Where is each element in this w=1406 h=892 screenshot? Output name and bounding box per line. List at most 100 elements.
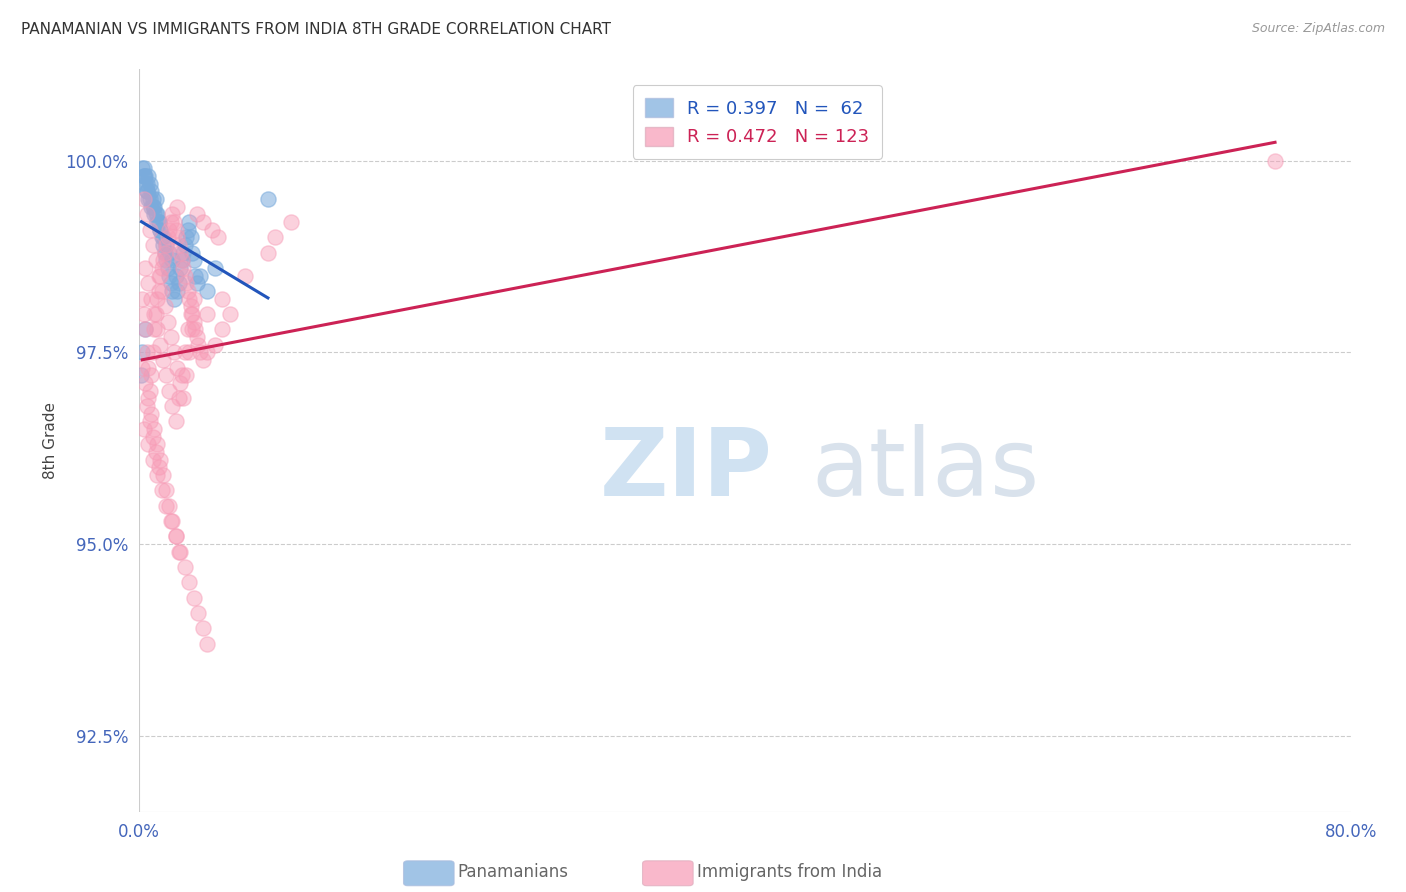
Point <box>136 360 159 375</box>
Point <box>167 391 190 405</box>
Point <box>143 322 166 336</box>
Point <box>148 284 170 298</box>
Point <box>195 284 218 298</box>
Point <box>170 253 193 268</box>
Point <box>257 192 280 206</box>
Point <box>162 253 184 268</box>
Point <box>167 238 190 252</box>
Point <box>131 161 153 176</box>
Point <box>142 200 165 214</box>
Point <box>135 399 157 413</box>
Point <box>187 337 209 351</box>
Legend: R = 0.397   N =  62, R = 0.472   N = 123: R = 0.397 N = 62, R = 0.472 N = 123 <box>633 85 882 159</box>
Point <box>183 591 205 605</box>
Point <box>162 399 184 413</box>
Point <box>204 260 226 275</box>
Point <box>180 230 202 244</box>
Point <box>132 169 155 183</box>
Point <box>195 345 218 359</box>
Point <box>204 337 226 351</box>
Point <box>148 215 170 229</box>
Point <box>149 337 172 351</box>
Point <box>132 169 155 183</box>
Point <box>186 207 208 221</box>
Point <box>135 345 157 359</box>
Point <box>155 368 177 383</box>
Point <box>143 200 166 214</box>
Point <box>184 268 207 283</box>
Point <box>142 192 165 206</box>
Point <box>211 322 233 336</box>
Point <box>132 161 155 176</box>
Point <box>139 192 162 206</box>
Point <box>149 222 172 236</box>
Point <box>183 253 205 268</box>
Point <box>188 345 211 359</box>
Point <box>134 322 156 336</box>
Point <box>165 268 187 283</box>
Point <box>174 230 197 244</box>
Point <box>145 192 167 206</box>
Point <box>166 284 188 298</box>
Point <box>143 207 166 221</box>
Text: Source: ZipAtlas.com: Source: ZipAtlas.com <box>1251 22 1385 36</box>
Point <box>173 560 195 574</box>
Point <box>152 238 174 252</box>
Point <box>169 245 191 260</box>
Point <box>165 414 187 428</box>
Point <box>156 260 179 275</box>
Point <box>131 345 153 359</box>
Text: Immigrants from India: Immigrants from India <box>697 863 883 881</box>
Point <box>167 276 190 290</box>
Point <box>186 330 208 344</box>
Point <box>280 215 302 229</box>
Point <box>160 514 183 528</box>
Point <box>148 460 170 475</box>
Point <box>176 284 198 298</box>
Point <box>188 268 211 283</box>
Point <box>180 299 202 313</box>
Point <box>145 207 167 221</box>
Point <box>152 230 174 244</box>
Point <box>139 222 162 236</box>
Point <box>136 276 159 290</box>
Point <box>152 253 174 268</box>
Point <box>172 245 194 260</box>
Point <box>179 575 201 590</box>
Point <box>183 292 205 306</box>
Point <box>201 222 224 236</box>
Point <box>159 268 181 283</box>
Point <box>145 253 167 268</box>
Point <box>149 452 172 467</box>
Point <box>153 299 176 313</box>
Point <box>135 184 157 198</box>
Point <box>160 215 183 229</box>
Point <box>142 238 165 252</box>
Point <box>143 422 166 436</box>
Point <box>179 292 201 306</box>
Point <box>146 437 169 451</box>
Point <box>152 352 174 367</box>
Point <box>134 376 156 390</box>
Point <box>135 184 157 198</box>
Point <box>146 467 169 482</box>
Point <box>187 606 209 620</box>
Point <box>176 322 198 336</box>
Point <box>146 292 169 306</box>
Point <box>145 307 167 321</box>
Point <box>148 215 170 229</box>
Point <box>165 222 187 236</box>
Point <box>169 260 191 275</box>
Point <box>141 200 163 214</box>
Point <box>139 384 162 398</box>
Text: atlas: atlas <box>811 424 1040 516</box>
Point <box>159 384 181 398</box>
Point <box>143 307 166 321</box>
Point <box>131 368 153 383</box>
Point <box>173 268 195 283</box>
Point <box>134 322 156 336</box>
Point <box>142 452 165 467</box>
Point <box>181 322 204 336</box>
Point <box>169 376 191 390</box>
Point <box>155 483 177 498</box>
